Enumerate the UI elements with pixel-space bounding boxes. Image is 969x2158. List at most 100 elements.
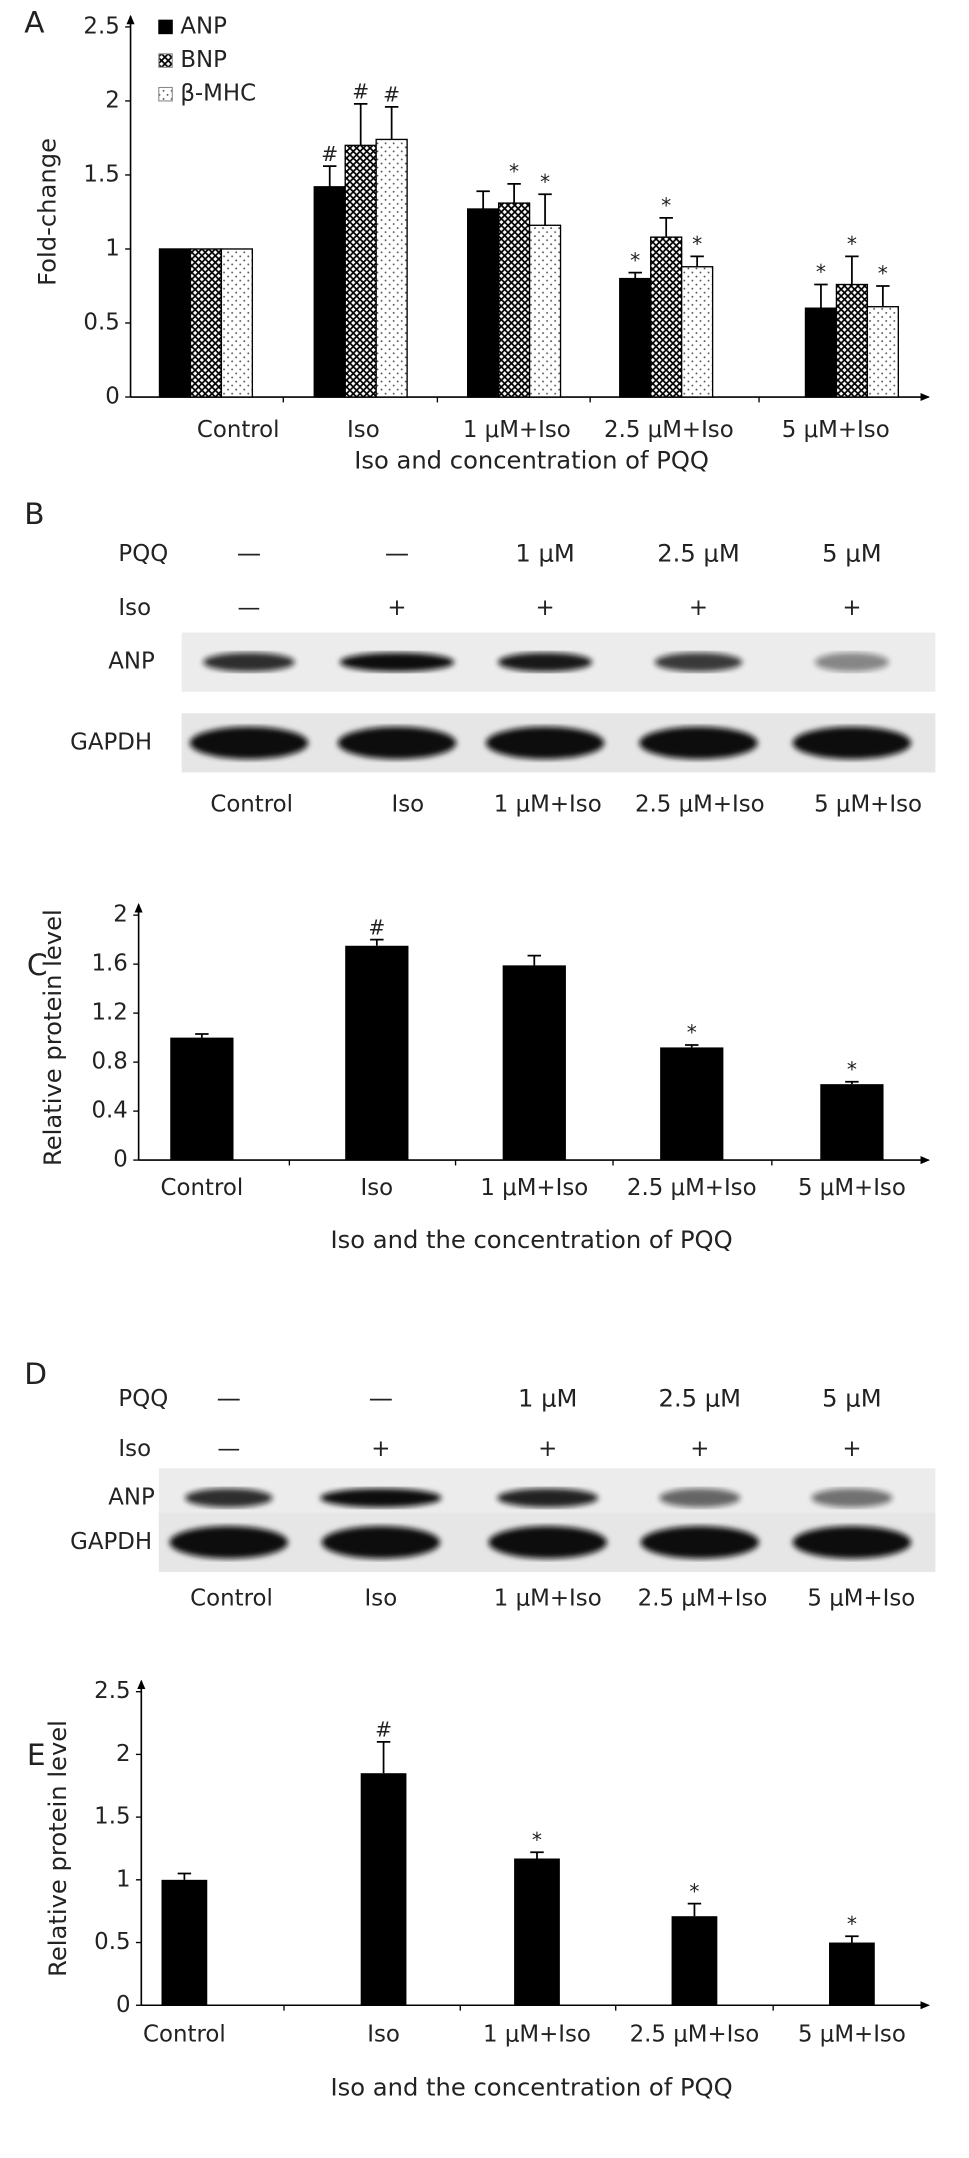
error-bar <box>370 938 384 946</box>
error-bar <box>876 285 890 307</box>
significance-marker: * <box>878 262 888 286</box>
bar <box>835 283 869 398</box>
y-axis-arrow <box>126 14 135 25</box>
significance-marker: * <box>532 1828 542 1852</box>
anp-band <box>497 652 593 672</box>
pqq-label: 2.5 μM <box>659 1385 742 1413</box>
row-label: PQQ <box>118 541 168 567</box>
legend-label: BNP <box>180 47 227 73</box>
bar <box>189 248 223 398</box>
pqq-label: 2.5 μM <box>657 539 740 567</box>
pqq-label: 5 μM <box>822 539 881 567</box>
bar <box>820 1084 884 1161</box>
y-tick-label: 1 <box>116 1866 131 1892</box>
pqq-label: 1 μM <box>518 1385 577 1413</box>
pqq-label: 1 μM <box>515 539 574 567</box>
x-tick-label: 5 μM+Iso <box>782 417 890 443</box>
bar <box>344 144 377 398</box>
bar <box>829 1942 875 2006</box>
y-tick-label: 1.6 <box>92 951 128 977</box>
pqq-label: — <box>385 539 409 567</box>
lane-label: Iso <box>365 1585 398 1611</box>
iso-label: — <box>238 595 261 621</box>
error-bar <box>687 1902 702 1917</box>
x-axis-label: Iso and the concentration of PQQ <box>331 1226 733 1254</box>
bar <box>804 307 838 398</box>
gapdh-band <box>792 726 912 760</box>
significance-marker: * <box>692 232 702 256</box>
anp-band <box>320 1488 442 1508</box>
y-axis-label: Fold-change <box>33 138 61 286</box>
significance-marker: # <box>368 915 385 939</box>
y-tick-label: 2 <box>113 902 128 928</box>
gapdh-band <box>189 726 309 760</box>
panel-letter: C <box>27 948 48 982</box>
y-tick-label: 0.5 <box>94 1929 130 1955</box>
significance-marker: * <box>630 248 640 272</box>
y-axis-arrow <box>137 1679 146 1689</box>
significance-marker: * <box>509 160 519 184</box>
pqq-label: 5 μM <box>822 1385 881 1413</box>
bar <box>313 186 346 398</box>
bar <box>660 1047 724 1161</box>
lane-label: Control <box>190 1585 273 1611</box>
error-bar <box>845 1080 859 1085</box>
iso-label: + <box>842 1436 861 1462</box>
lane-label: 1 μM+Iso <box>494 1585 602 1611</box>
y-tick-label: 1.5 <box>94 1804 130 1830</box>
gapdh-band <box>321 1526 441 1559</box>
row-label: Iso <box>118 595 151 621</box>
bar <box>671 1916 718 2006</box>
error-bar <box>628 271 642 279</box>
x-axis-label: Iso and the concentration of PQQ <box>331 2074 733 2102</box>
error-bar <box>507 182 521 204</box>
gapdh-band <box>485 726 605 760</box>
significance-marker: * <box>540 170 550 194</box>
significance-marker: # <box>375 1718 392 1742</box>
anp-band <box>659 1488 741 1508</box>
y-tick-label: 0 <box>116 1992 131 2018</box>
bar <box>158 248 192 398</box>
lane-label: Iso <box>391 791 424 817</box>
x-tick-label: 2.5 μM+Iso <box>630 2021 760 2047</box>
panel-letter: E <box>27 1738 46 1772</box>
anp-band <box>497 1488 599 1508</box>
pqq-label: — <box>217 1385 241 1413</box>
anp-band <box>811 1488 893 1508</box>
bar <box>680 266 714 398</box>
gapdh-band <box>640 1526 760 1559</box>
iso-label: + <box>842 595 861 621</box>
significance-marker: * <box>847 1057 857 1081</box>
significance-marker: # <box>352 80 369 104</box>
iso-label: + <box>371 1436 390 1462</box>
error-bar <box>538 193 552 226</box>
bar <box>375 138 408 398</box>
y-tick-label: 1 <box>105 235 120 261</box>
error-bar <box>376 1740 391 1774</box>
y-axis-label: Relative protein level <box>39 909 67 1166</box>
gapdh-band <box>792 1526 912 1559</box>
x-axis-arrow <box>920 2001 930 2010</box>
bar <box>650 236 683 398</box>
y-tick-label: 2 <box>105 87 120 113</box>
bar <box>161 1879 208 2006</box>
x-tick-label: 1 μM+Iso <box>463 417 571 443</box>
y-tick-label: 0.8 <box>92 1049 128 1075</box>
x-tick-label: Iso <box>361 1175 394 1201</box>
x-axis-arrow <box>920 392 930 402</box>
row-label: GAPDH <box>70 1529 152 1555</box>
bar <box>220 248 254 398</box>
x-tick-label: Control <box>143 2021 226 2047</box>
iso-label: + <box>689 595 708 621</box>
bar <box>467 208 500 398</box>
error-bar <box>527 954 542 966</box>
iso-label: + <box>690 1436 709 1462</box>
anp-band <box>654 652 743 672</box>
y-tick-label: 0 <box>105 384 120 410</box>
error-bar <box>685 1044 699 1048</box>
x-tick-label: Control <box>161 1175 244 1201</box>
gapdh-band <box>337 726 457 760</box>
x-tick-label: 5 μM+Iso <box>798 1175 906 1201</box>
x-tick-label: 1 μM+Iso <box>480 1175 588 1201</box>
